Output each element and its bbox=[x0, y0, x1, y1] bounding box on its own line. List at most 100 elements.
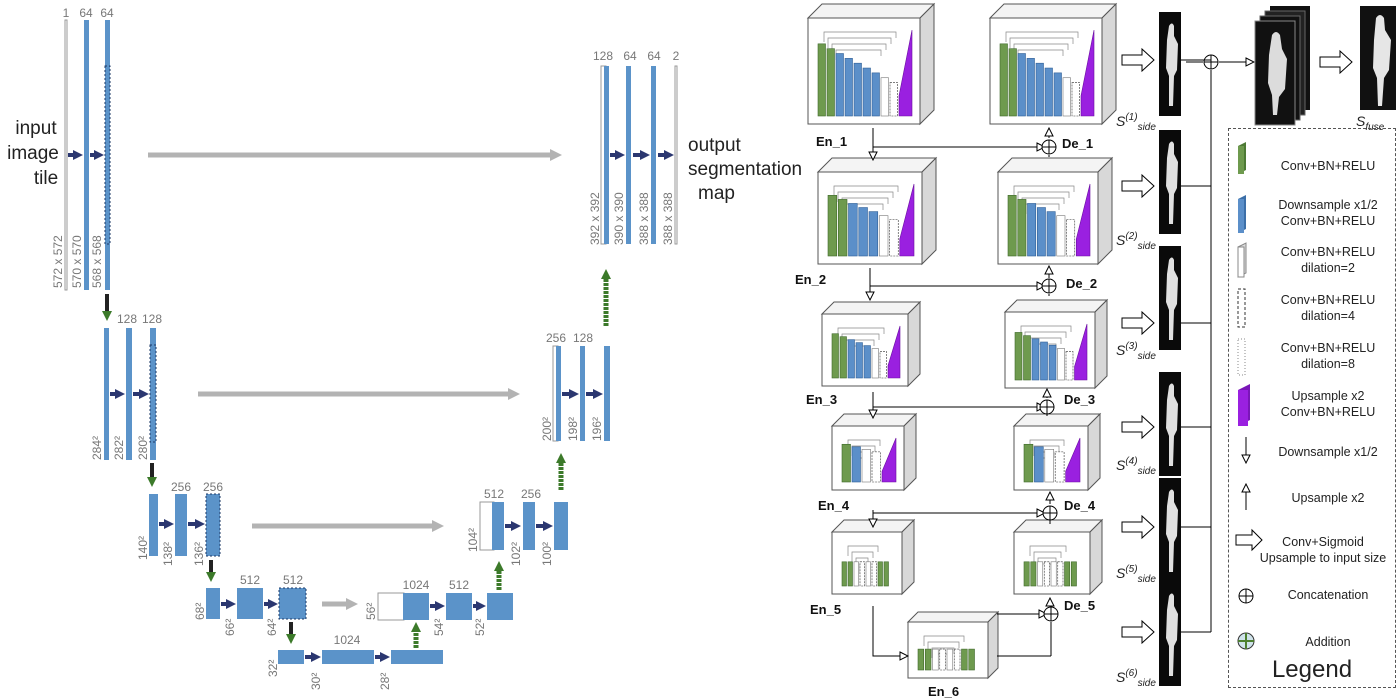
block-d bbox=[859, 561, 865, 587]
side-label-sub: side bbox=[1138, 574, 1157, 585]
side-label: S(4)side bbox=[1116, 456, 1156, 477]
size-label: 136² bbox=[192, 542, 206, 566]
decoder-box-label: De_5 bbox=[1064, 598, 1095, 613]
channel-label: 128 bbox=[142, 312, 162, 326]
block-c bbox=[924, 648, 932, 671]
block-b bbox=[851, 446, 861, 483]
upsample-block-icon bbox=[1238, 384, 1250, 426]
size-label: 52² bbox=[473, 619, 487, 636]
size-label: 282² bbox=[112, 436, 126, 460]
fused-map bbox=[1360, 6, 1396, 110]
unet-block-cropped bbox=[104, 65, 111, 245]
fuse-label-sub: fuse bbox=[1365, 122, 1384, 133]
conv-sigmoid-arrow-icon bbox=[1235, 528, 1263, 552]
block-d bbox=[871, 561, 877, 587]
block-b bbox=[1046, 211, 1056, 257]
unet-block-crop bbox=[278, 587, 307, 620]
block-d bbox=[1057, 561, 1064, 587]
encoder-box: En_6 bbox=[906, 610, 1000, 699]
side-output: S(1)side bbox=[1116, 12, 1211, 133]
sigmoid-arrow bbox=[1319, 49, 1353, 75]
block-c bbox=[831, 333, 839, 379]
block-d bbox=[889, 82, 898, 117]
block-b bbox=[1035, 62, 1044, 117]
channel-label: 64 bbox=[647, 49, 661, 63]
block-d bbox=[953, 648, 961, 671]
side-label-main: S bbox=[1116, 457, 1126, 473]
concatenation-icon bbox=[1238, 588, 1254, 604]
block-w bbox=[871, 348, 879, 379]
decoder-box: De_1 bbox=[988, 2, 1118, 151]
architecture-diagram: En_1 En_2 En_3 En_4 En_5 En_6 De_1 De_2 De_3 De_4… bbox=[795, 2, 1396, 699]
unet-block bbox=[554, 502, 568, 550]
silhouette bbox=[1166, 383, 1178, 466]
size-label: 56² bbox=[364, 603, 378, 620]
block-b bbox=[853, 62, 862, 117]
silhouette bbox=[1166, 257, 1178, 340]
sigmoid-arrow bbox=[1121, 173, 1155, 199]
block-b bbox=[858, 207, 868, 257]
input-label-1: input bbox=[15, 118, 57, 139]
block-c bbox=[1007, 195, 1017, 257]
side-output: S(4)side bbox=[1116, 372, 1211, 477]
size-label: 64² bbox=[265, 619, 279, 636]
side-output: S(2)side bbox=[1116, 130, 1211, 252]
unet-block bbox=[604, 66, 609, 244]
unet-concat-bar bbox=[479, 501, 495, 551]
unet-block bbox=[206, 588, 220, 619]
size-label: 104² bbox=[466, 528, 480, 552]
size-label: 54² bbox=[432, 619, 446, 636]
side-label-main: S bbox=[1116, 232, 1126, 248]
size-label: 140² bbox=[136, 536, 150, 560]
block-upsample bbox=[887, 325, 901, 379]
channel-label: 64 bbox=[79, 6, 93, 20]
block-c bbox=[1064, 561, 1071, 587]
decoder-box-label: De_2 bbox=[1066, 276, 1097, 291]
block-d bbox=[939, 648, 946, 671]
channel-label: 256 bbox=[171, 480, 191, 494]
block-b bbox=[862, 67, 871, 117]
unet-block bbox=[446, 593, 472, 620]
unet-block bbox=[237, 588, 263, 619]
silhouette bbox=[1166, 23, 1178, 106]
channel-label: 256 bbox=[203, 480, 223, 494]
channel-label: 256 bbox=[546, 331, 566, 345]
block-w bbox=[1037, 561, 1044, 587]
block-b bbox=[868, 211, 879, 257]
legend-item-addition: Addition bbox=[1305, 635, 1351, 649]
side-output: S(3)side bbox=[1116, 246, 1211, 362]
size-label: 102² bbox=[509, 542, 523, 566]
size-label: 28² bbox=[378, 673, 392, 690]
side-label-main: S bbox=[1116, 565, 1126, 581]
legend-item-upsample-conv: Upsample x2 Conv+BN+RELU bbox=[1280, 389, 1376, 419]
size-label: 388 x 388 bbox=[637, 192, 651, 245]
unet-block bbox=[104, 328, 109, 460]
legend-title: Legend bbox=[1271, 656, 1353, 683]
legend-item-dilation-2: Conv+BN+RELU dilation=2 bbox=[1280, 245, 1376, 275]
unet-block bbox=[580, 346, 585, 441]
side-label: S(6)side bbox=[1116, 668, 1156, 689]
conv-block-icon bbox=[1238, 142, 1246, 174]
block-b bbox=[1053, 72, 1062, 117]
size-label: 280² bbox=[136, 436, 150, 460]
legend-item-dilation-4: Conv+BN+RELU dilation=4 bbox=[1280, 293, 1376, 323]
block-b bbox=[1017, 53, 1026, 117]
size-label: 68² bbox=[193, 603, 207, 620]
block-c bbox=[841, 443, 851, 483]
decoder-box-label: De_1 bbox=[1062, 136, 1093, 151]
side-label-sub: side bbox=[1138, 678, 1157, 689]
dilation-4-block-icon bbox=[1237, 288, 1246, 328]
side-label-sup: (1) bbox=[1125, 112, 1137, 123]
size-label: 388 x 388 bbox=[661, 192, 675, 245]
channel-label: 512 bbox=[449, 578, 469, 592]
size-label: 30² bbox=[309, 673, 323, 690]
channel-label: 512 bbox=[240, 573, 260, 587]
encoder-box-label: En_6 bbox=[928, 684, 959, 699]
block-c bbox=[1008, 48, 1017, 117]
fuse-label-main: S bbox=[1356, 113, 1366, 129]
concatenation-icon bbox=[1039, 399, 1055, 415]
legend-item-conv: Conv+BN+RELU bbox=[1280, 159, 1376, 173]
side-label-sup: (3) bbox=[1125, 341, 1137, 352]
unet-block bbox=[492, 502, 504, 550]
unet-block bbox=[126, 328, 132, 460]
